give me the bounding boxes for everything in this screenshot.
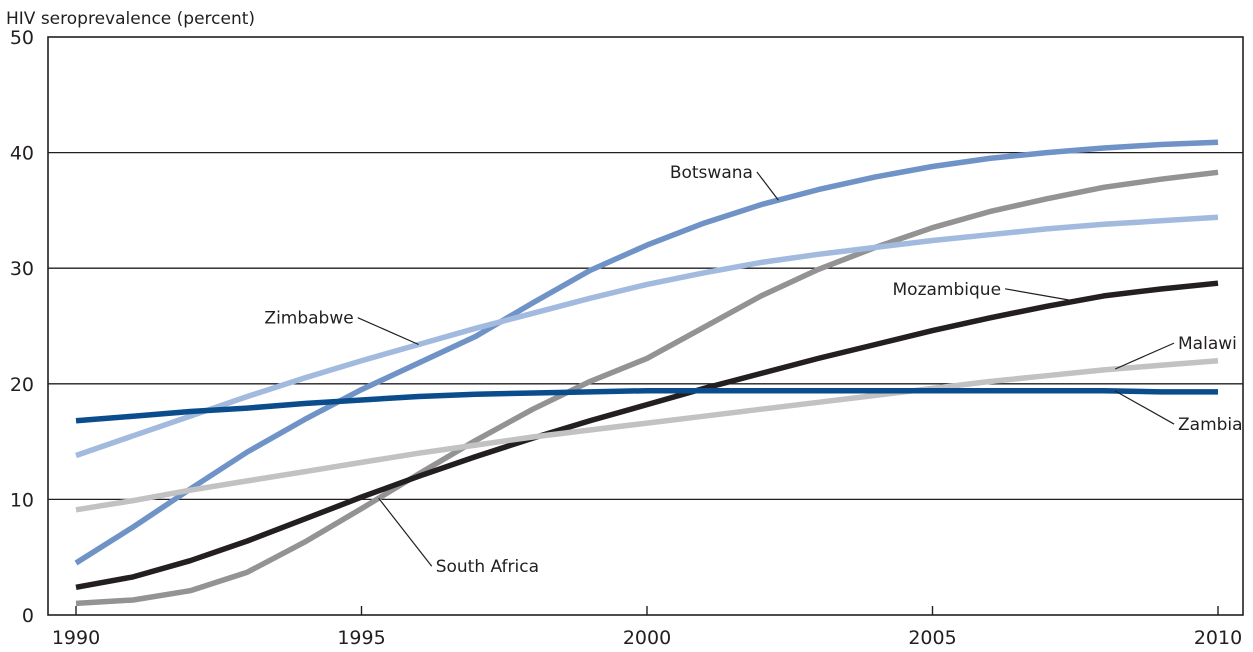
- label-leader-line: [1114, 342, 1175, 370]
- x-tick-label: 1995: [337, 627, 385, 649]
- series-label: Botswana: [670, 163, 753, 183]
- series-label: Zambia: [1178, 415, 1243, 435]
- y-tick-label: 20: [10, 374, 34, 396]
- series-line-zambia: [75, 387, 1218, 424]
- series-line-mozambique: [75, 280, 1219, 591]
- series-lines: [74, 139, 1219, 607]
- series-line-zimbabwe: [75, 214, 1219, 459]
- label-leader-line: [357, 317, 419, 346]
- y-tick-label: 30: [10, 258, 34, 280]
- x-tick-label: 2010: [1194, 627, 1242, 649]
- series-labels: Botswana South Africa Zimbabwe Mozambique Ma…: [264, 163, 1242, 577]
- gridlines: [48, 151, 1243, 501]
- plot-frame: [47, 36, 1244, 616]
- y-tick-label: 50: [10, 27, 34, 49]
- series-line-south-africa: [75, 169, 1219, 607]
- series-line-botswana: [74, 139, 1219, 566]
- x-tick-label: 2005: [908, 627, 956, 649]
- y-tick-label: 0: [22, 605, 34, 627]
- series-label: Malawi: [1178, 334, 1237, 354]
- series-label: Mozambique: [893, 280, 1002, 300]
- label-leader-line: [378, 497, 433, 567]
- series-label: South Africa: [436, 557, 539, 577]
- label-leader-line: [1004, 288, 1076, 302]
- y-axis-label: HIV seroprevalence (percent): [6, 9, 255, 29]
- y-tick-label: 40: [10, 143, 34, 165]
- series-label: Zimbabwe: [264, 309, 353, 329]
- x-tick-label: 1990: [52, 627, 100, 649]
- series-line-malawi: [75, 357, 1219, 513]
- x-tick-label: 2000: [623, 627, 671, 649]
- label-leader-line: [1114, 390, 1175, 425]
- axes: 0 10 20 30 40 50 1990 1995 2000 2005 2010: [10, 27, 1244, 649]
- label-leader-line: [756, 171, 779, 201]
- y-tick-label: 10: [10, 489, 34, 511]
